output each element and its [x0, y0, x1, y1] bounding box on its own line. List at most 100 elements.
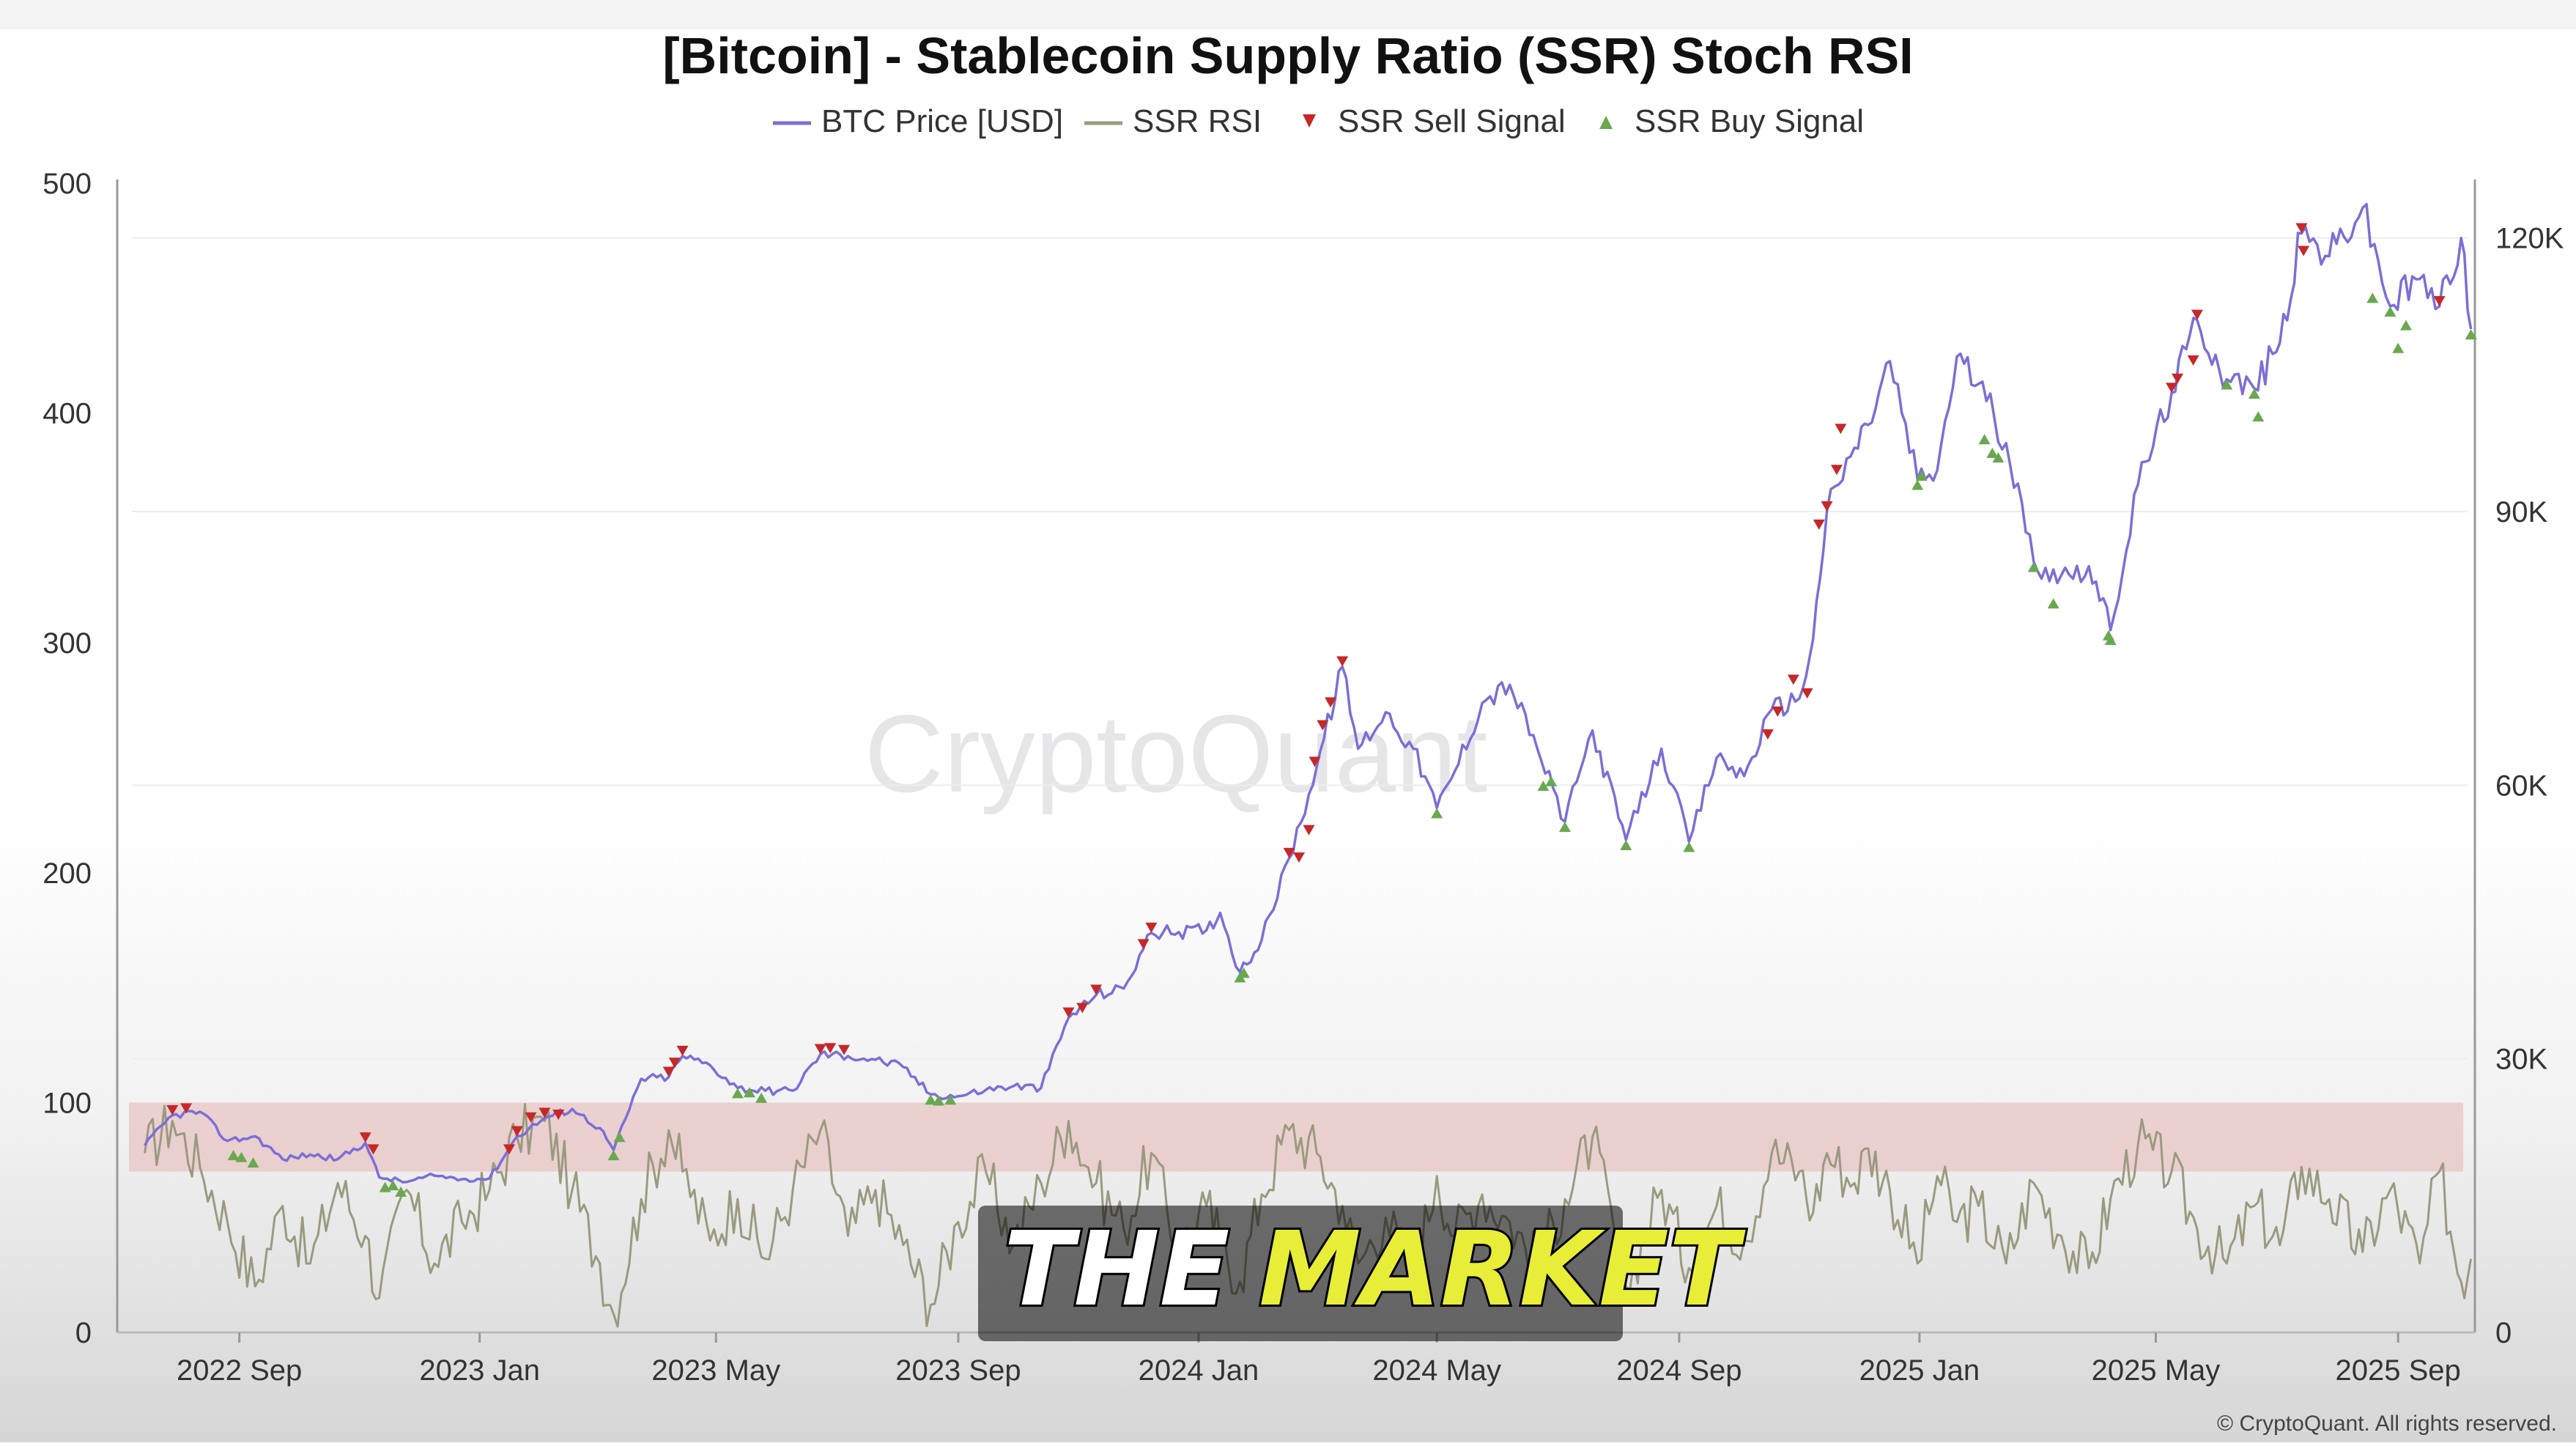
buy-signal-marker [2392, 342, 2405, 353]
buy-signal-marker [925, 1094, 937, 1105]
sell-signal-marker [1336, 656, 1349, 667]
sell-signal-marker [166, 1104, 179, 1115]
sell-signal-marker [1062, 1007, 1075, 1018]
sell-signal-marker [511, 1126, 523, 1137]
buy-signal-marker [1911, 479, 1924, 490]
sell-signal-marker [1813, 519, 1825, 530]
buy-signal-marker [1431, 808, 1443, 819]
buy-signal-marker [2252, 411, 2265, 422]
y-right-tick-label: 90K [2495, 496, 2547, 528]
buy-signal-marker [1978, 434, 1991, 445]
sell-signal-marker [668, 1058, 681, 1069]
buy-signal-marker [1620, 840, 1632, 850]
buy-signal-marker [1992, 452, 2005, 463]
grid [132, 237, 2468, 1060]
overlay-backdrop [978, 1206, 1623, 1341]
overlay-word-the: THE [1004, 1210, 1229, 1329]
sell-signal-marker [2165, 383, 2177, 394]
buy-signal-marker [731, 1088, 744, 1099]
sell-signal-marker [1317, 720, 1329, 731]
buy-signal-marker [2047, 598, 2059, 609]
chart-title: [Bitcoin] - Stablecoin Supply Ratio (SSR… [662, 27, 1913, 84]
sell-signal-marker [2191, 309, 2203, 320]
legend-label: BTC Price [USD] [821, 103, 1063, 139]
sell-signal-marker [662, 1066, 675, 1077]
axes: 0 100 200 300 400 500 0 30K 60K 90K 120K 2022 Sep 20… [42, 168, 2564, 1387]
buy-signal-marker [1545, 775, 1558, 786]
legend-label: SSR RSI [1133, 103, 1262, 139]
buy-signal-marker [387, 1180, 399, 1191]
legend-item: SSR RSI [1084, 103, 1262, 139]
legend-item: SSR Buy Signal [1599, 103, 1864, 139]
buy-signal-marker [1683, 841, 1695, 852]
sell-signal-marker [1309, 756, 1321, 767]
y-right-tick-label: 60K [2495, 770, 2547, 802]
buy-signal-marker [1237, 967, 1250, 978]
sell-signal-marker [1303, 825, 1315, 835]
buy-signal-marker [2399, 320, 2412, 331]
legend-swatch [1303, 114, 1316, 128]
sell-signal-marker [525, 1112, 537, 1123]
price-layer [144, 202, 2473, 1184]
x-tick-label: 2024 Jan [1139, 1354, 1259, 1387]
sell-signal-marker [1145, 922, 1158, 933]
x-tick-label: 2024 May [1372, 1354, 1501, 1387]
legend: BTC Price [USD] SSR RSI SSR Sell Signal SSR… [773, 103, 1864, 139]
buy-signal-marker [2366, 292, 2379, 303]
sell-signal-marker [1835, 424, 1847, 435]
y-right-tick-label: 120K [2495, 223, 2564, 255]
watermark: CryptoQuant [865, 692, 1487, 815]
buy-signal-marker [1537, 781, 1550, 792]
buy-signal-marker [1558, 822, 1571, 833]
buy-signal-marker [743, 1087, 755, 1098]
y-right-tick-label: 30K [2495, 1044, 2547, 1076]
top-strip [0, 0, 2576, 29]
sell-signal-marker [1801, 688, 1813, 699]
buy-signal-marker [227, 1150, 240, 1161]
sell-signal-marker [2298, 246, 2310, 257]
buy-signal-marker [2248, 388, 2260, 399]
sell-signal-marker [2295, 223, 2308, 234]
sell-signal-marker [1293, 852, 1306, 863]
buy-signal-marker [2104, 635, 2117, 645]
sell-zone [129, 1102, 2463, 1172]
buy-signal-marker [235, 1151, 248, 1162]
sell-signal-marker [2172, 373, 2184, 384]
sell-signal-marker [1761, 729, 1774, 740]
sell-signal-marker [538, 1107, 551, 1118]
buy-signal-marker [2027, 561, 2040, 572]
sell-signal-marker [359, 1132, 371, 1143]
sell-signal-marker [2187, 355, 2199, 366]
sell-signal-marker [824, 1043, 837, 1054]
sell-signal-marker [1076, 1003, 1089, 1014]
sell-signal-marker [2433, 296, 2446, 306]
x-tick-label: 2023 Sep [895, 1354, 1021, 1387]
y-left-tick-label: 100 [42, 1087, 92, 1119]
signal-markers [166, 223, 2477, 1197]
sell-signal-marker [552, 1110, 565, 1121]
buy-signal-marker [1915, 471, 1928, 481]
sell-signal-marker [838, 1044, 851, 1055]
y-left-tick-label: 300 [42, 627, 92, 660]
sell-signal-marker [1090, 984, 1103, 995]
x-tick-label: 2023 May [651, 1354, 780, 1387]
x-tick-label: 2025 May [2092, 1354, 2221, 1387]
sell-signal-marker [1772, 707, 1784, 717]
x-tick-label: 2025 Jan [1859, 1354, 1980, 1387]
series-line-ssr-rsi [144, 1103, 2473, 1328]
overlay-word-market: MARKET [1259, 1210, 1746, 1329]
buy-signal-marker [613, 1132, 626, 1143]
buy-signal-marker [247, 1157, 259, 1168]
buy-signal-marker [395, 1186, 407, 1197]
x-tick-label: 2024 Sep [1616, 1354, 1742, 1387]
buy-signal-marker [755, 1092, 768, 1103]
sell-signal-marker [1787, 674, 1799, 685]
y-left-tick-label: 400 [42, 398, 92, 430]
x-tick-label: 2025 Sep [2336, 1354, 2461, 1387]
x-tick-label: 2022 Sep [177, 1354, 302, 1387]
sell-signal-marker [503, 1144, 515, 1155]
buy-signal-marker [2465, 329, 2477, 340]
buy-signal-marker [607, 1150, 620, 1161]
buy-signal-marker [933, 1095, 945, 1106]
